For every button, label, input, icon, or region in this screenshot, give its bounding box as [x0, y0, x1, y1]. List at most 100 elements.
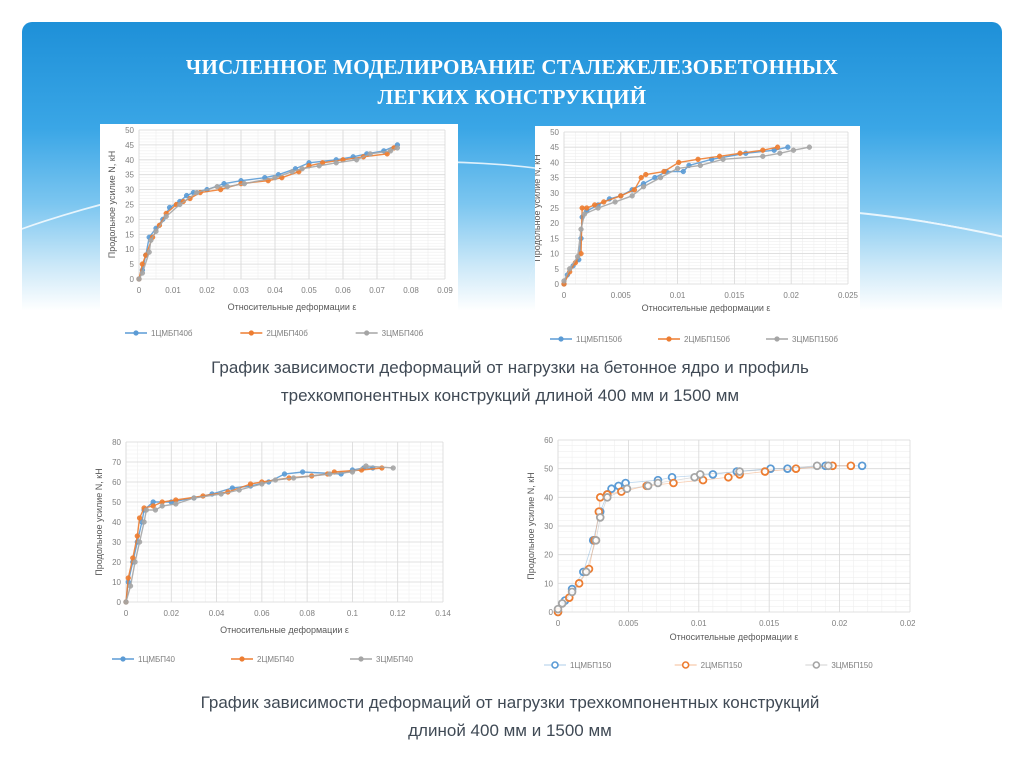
x-tick-label: 0.015 [759, 619, 780, 628]
y-tick-label: 40 [550, 158, 559, 167]
data-point-series-2 [774, 144, 781, 150]
x-tick-label: 0.02 [783, 291, 799, 300]
legend-label: 2ЦМБП40б [266, 329, 308, 338]
legend-marker-1 [558, 336, 564, 342]
legend-marker-2 [248, 330, 254, 336]
data-point-series-2 [643, 171, 649, 178]
chart-svg: 0 0.005 0.01 0.015 0.02 0.025 0 5 10 15 20 25 30 35 40… [535, 128, 859, 344]
data-point-series-2 [846, 461, 856, 471]
legend-label: 1ЦМБП150 [570, 661, 612, 670]
data-point-series-3 [697, 162, 703, 169]
title-line-1: ЧИСЛЕННОЕ МОДЕЛИРОВАНИЕ СТАЛЕЖЕЛЕЗОБЕТОН… [185, 55, 839, 79]
y-tick-label: 30 [125, 186, 134, 195]
chart-svg: 0 0.01 0.02 0.03 0.04 0.05 0.06 0.07 0.08 0.09 0 5 1… [107, 126, 453, 338]
data-point-series-2 [379, 465, 385, 471]
x-axis-title: Относительные деформации ε [670, 632, 799, 642]
x-tick-label: 0 [124, 609, 129, 618]
data-point-series-3 [316, 163, 322, 169]
y-tick-label: 0 [549, 608, 554, 617]
data-point-series-3 [123, 599, 129, 605]
data-point-series-2 [584, 205, 590, 211]
x-tick-label: 0.005 [611, 291, 632, 300]
y-axis-title: Продольное усилие N, кН [535, 154, 542, 261]
data-point-series-2 [595, 493, 605, 502]
y-tick-label: 35 [125, 171, 134, 180]
data-point-series-2 [125, 575, 131, 581]
data-point-series-2 [676, 159, 682, 166]
data-point-series-3 [272, 175, 278, 181]
y-tick-label: 80 [112, 438, 121, 447]
data-point-series-3 [394, 145, 401, 151]
caption-2-line-1: График зависимости деформаций от нагрузк… [200, 693, 820, 712]
data-point-series-3 [720, 156, 726, 163]
data-point-series-3 [595, 513, 605, 522]
x-tick-label: 0.08 [299, 609, 315, 618]
legend-marker-3 [358, 656, 364, 662]
data-point-series-2 [618, 193, 624, 199]
data-point-series-3 [353, 157, 360, 163]
y-tick-label: 10 [550, 250, 559, 259]
y-tick-label: 50 [125, 126, 134, 135]
data-point-series-3 [152, 507, 159, 513]
data-point-series-3 [629, 193, 635, 199]
data-point-series-2 [760, 467, 770, 476]
data-point-series-3 [139, 270, 146, 276]
caption-2: График зависимости деформаций от нагрузк… [120, 689, 900, 745]
x-axis-title: Относительные деформации ε [220, 625, 349, 635]
data-point-series-3 [299, 166, 305, 172]
data-point-series-3 [674, 165, 681, 172]
x-tick-label: 0.06 [335, 286, 351, 295]
caption-1: График зависимости деформаций от нагрузк… [120, 354, 900, 410]
data-point-series-3 [148, 237, 154, 243]
title-line-2: ЛЕГКИХ КОНСТРУКЦИЙ [377, 85, 647, 109]
y-tick-label: 50 [112, 498, 121, 507]
data-point-series-2 [574, 579, 584, 588]
y-tick-label: 15 [125, 230, 134, 239]
y-tick-label: 30 [550, 189, 559, 198]
chart-svg: 0 0.02 0.04 0.06 0.08 0.1 0.12 0.14 0 10 20 30 40 50 6… [94, 438, 451, 664]
y-tick-label: 30 [112, 538, 121, 547]
series-line-2 [557, 465, 851, 613]
y-tick-label: 20 [125, 215, 134, 224]
y-tick-label: 35 [550, 174, 559, 183]
y-tick-label: 0 [117, 598, 122, 607]
data-point-series-3 [806, 144, 813, 150]
y-tick-label: 45 [550, 143, 559, 152]
data-point-series-3 [790, 147, 797, 153]
y-axis-title: Продольное усилие N, кН [94, 468, 104, 575]
legend-label: 2ЦМБП150 [701, 661, 743, 670]
data-point-series-3 [241, 180, 248, 187]
data-point-series-3 [622, 484, 632, 494]
data-point-series-2 [716, 153, 723, 159]
data-point-series-3 [146, 249, 152, 255]
data-point-series-3 [349, 469, 356, 475]
series-line-1 [138, 144, 398, 280]
legend-label: 2ЦМБП40 [257, 655, 294, 664]
legend-marker-1 [551, 661, 559, 669]
data-point-series-3 [824, 461, 833, 471]
x-tick-label: 0.1 [347, 609, 359, 618]
data-point-series-3 [595, 205, 601, 211]
data-point-series-3 [581, 211, 588, 217]
data-point-series-3 [553, 604, 563, 614]
x-tick-label: 0 [562, 291, 567, 300]
y-tick-label: 10 [125, 245, 134, 254]
x-tick-label: 0.04 [267, 286, 283, 295]
x-tick-label: 0.005 [618, 619, 639, 628]
data-point-series-2 [134, 533, 140, 539]
x-tick-label: 0 [556, 619, 561, 628]
x-tick-label: 0.02 [199, 286, 215, 295]
y-tick-label: 5 [130, 260, 135, 269]
data-point-series-3 [602, 493, 612, 502]
x-tick-label: 0.025 [838, 291, 859, 300]
legend-marker-2 [239, 656, 245, 662]
data-point-series-3 [218, 491, 224, 497]
data-point-series-3 [363, 463, 369, 469]
data-point-series-2 [791, 464, 801, 473]
chart-core-profile-1500: 0 0.005 0.01 0.015 0.02 0.025 0 5 10 15 20 25 30 35 40… [535, 126, 860, 346]
x-tick-label: 0.025 [900, 619, 915, 628]
data-point-series-3 [173, 501, 179, 507]
data-point-series-1 [708, 470, 718, 479]
legend-label: 3ЦМБП150 [831, 661, 873, 670]
x-axis-title: Относительные деформации ε [228, 302, 357, 312]
